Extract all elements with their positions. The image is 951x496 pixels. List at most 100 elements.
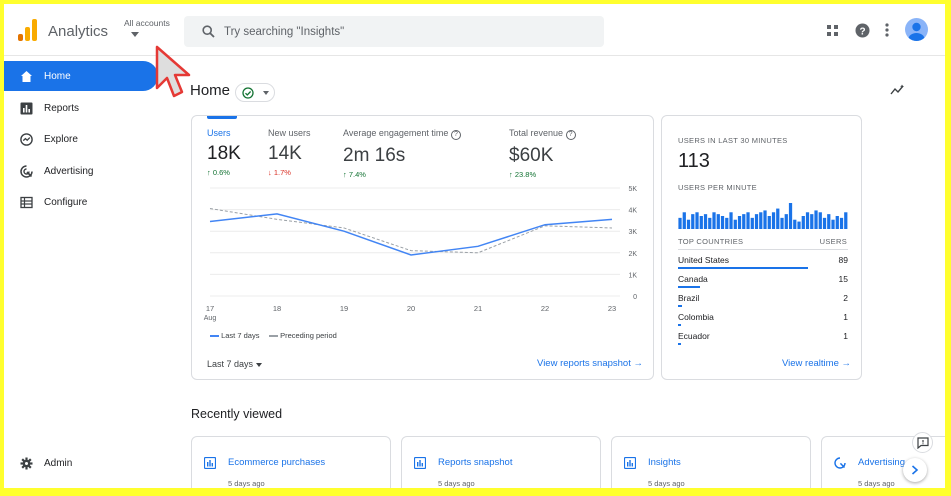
metric-label: Users [207,128,231,138]
recent-card[interactable]: Ecommerce purchases 5 days ago [191,436,391,488]
account-avatar[interactable] [905,18,928,41]
scroll-next-button[interactable] [903,458,927,482]
sidebar-item-reports[interactable]: Reports [4,93,158,123]
per-minute-bar [695,212,699,229]
per-minute-bar [759,212,763,229]
report-icon [414,457,426,469]
feedback-button[interactable] [912,432,933,453]
per-minute-bar [814,210,818,229]
country-row[interactable]: Canada 15 [678,274,848,293]
top-bar: Analytics All accounts ? [4,4,945,56]
x-sublabel: Aug [204,315,217,322]
sidebar-item-home[interactable]: Home [4,61,158,91]
recent-item-time: 5 days ago [438,479,475,488]
help-icon[interactable]: ? [855,23,870,38]
country-users: 15 [838,274,848,284]
per-minute-bar [784,214,788,229]
report-icon [624,457,636,469]
home-status-dropdown[interactable] [235,83,275,102]
per-minute-bar [733,219,737,229]
view-reports-snapshot-link[interactable]: View reports snapshot → [537,358,643,369]
sidebar-item-label: Reports [44,102,80,114]
per-minute-bar [771,212,776,229]
chevron-down-icon [263,91,269,95]
per-minute-bar [844,212,848,229]
metric-change: ↑ 7.4% [343,170,366,179]
settings-gear-icon [20,457,33,469]
view-realtime-link[interactable]: View realtime → [782,358,851,369]
recent-card[interactable]: Reports snapshot 5 days ago [401,436,601,488]
per-minute-bar [835,216,839,229]
account-selector[interactable]: All accounts [124,18,170,28]
users-line-chart: 0 1K 2K 3K 4K 5K 17 18 19 20 21 22 23 Aug [204,186,638,322]
country-row[interactable]: Colombia 1 [678,312,848,331]
country-share-bar [678,286,701,288]
recent-item-name: Advertising [858,457,905,468]
country-share-bar [678,343,681,345]
configure-icon [20,196,33,208]
per-minute-bar [746,212,750,229]
search-bar[interactable] [184,16,604,47]
bar-chart-icon [20,102,33,114]
feedback-icon [917,437,929,449]
per-minute-bar [691,214,695,229]
realtime-label: USERS IN LAST 30 MINUTES [678,136,788,145]
per-minute-bar [801,216,805,229]
metric-change: ↑ 0.6% [207,168,230,177]
per-minute-bar [763,210,767,229]
sidebar-item-label: Configure [44,196,88,208]
x-tick-label: 19 [340,304,348,313]
realtime-count: 113 [678,150,710,172]
country-name: Ecuador [678,331,710,341]
analytics-logo[interactable] [18,19,38,41]
metric-value: 14K [268,143,302,164]
report-icon [204,457,216,469]
recent-item-name: Reports snapshot [438,457,513,468]
per-minute-bar [810,214,814,229]
metric-total-revenue[interactable]: Total revenue ? $60K ↑ 23.8% [509,128,576,179]
person-icon [908,22,925,41]
arrow-right-icon: → [633,358,644,369]
metric-value: $60K [509,145,554,166]
chevron-down-icon[interactable] [131,32,139,37]
series-line-preceding [209,208,613,254]
recent-item-name: Insights [648,457,681,468]
per-minute-bar [793,219,797,229]
sidebar-item-admin[interactable]: Admin [4,448,158,478]
metric-new-users[interactable]: New users 14K ↓ 1.7% [268,128,311,177]
sidebar-item-advertising[interactable]: Advertising [4,156,158,186]
metric-users[interactable]: Users 18K ↑ 0.6% [207,128,241,177]
per-minute-bar [776,208,780,229]
active-tab-indicator [207,116,237,119]
y-tick-label: 5K [628,186,637,193]
country-name: United States [678,255,730,265]
per-minute-bar [822,217,827,229]
insights-icon[interactable] [890,84,906,96]
country-row[interactable]: Brazil 2 [678,293,848,312]
y-tick-label: 4K [628,208,637,215]
x-tick-label: 17 [206,304,214,313]
recent-card[interactable]: Insights 5 days ago [611,436,811,488]
sidebar-item-label: Home [44,70,71,82]
per-minute-bar [839,217,844,229]
more-vert-icon[interactable] [885,23,889,37]
metric-label: Total revenue ? [509,128,576,140]
per-minute-bar [720,216,725,229]
country-users: 2 [843,293,848,303]
per-minute-bar [708,217,712,229]
metric-label: Average engagement time ? [343,128,461,140]
sidebar-item-configure[interactable]: Configure [4,187,158,217]
metric-engagement-time[interactable]: Average engagement time ? 2m 16s ↑ 7.4% [343,128,461,179]
apps-grid-icon[interactable] [827,25,838,36]
country-row[interactable]: United States 89 [678,255,848,274]
admin-label: Admin [44,457,73,469]
metric-value: 2m 16s [343,145,406,166]
per-minute-bar [699,216,703,229]
sidebar-item-explore[interactable]: Explore [4,124,158,154]
per-minute-bar [805,212,810,229]
per-minute-bar [754,214,759,229]
date-range-dropdown[interactable]: Last 7 days [207,359,262,369]
search-input[interactable] [224,16,584,47]
recent-item-time: 5 days ago [648,479,685,488]
country-row[interactable]: Ecuador 1 [678,331,848,350]
